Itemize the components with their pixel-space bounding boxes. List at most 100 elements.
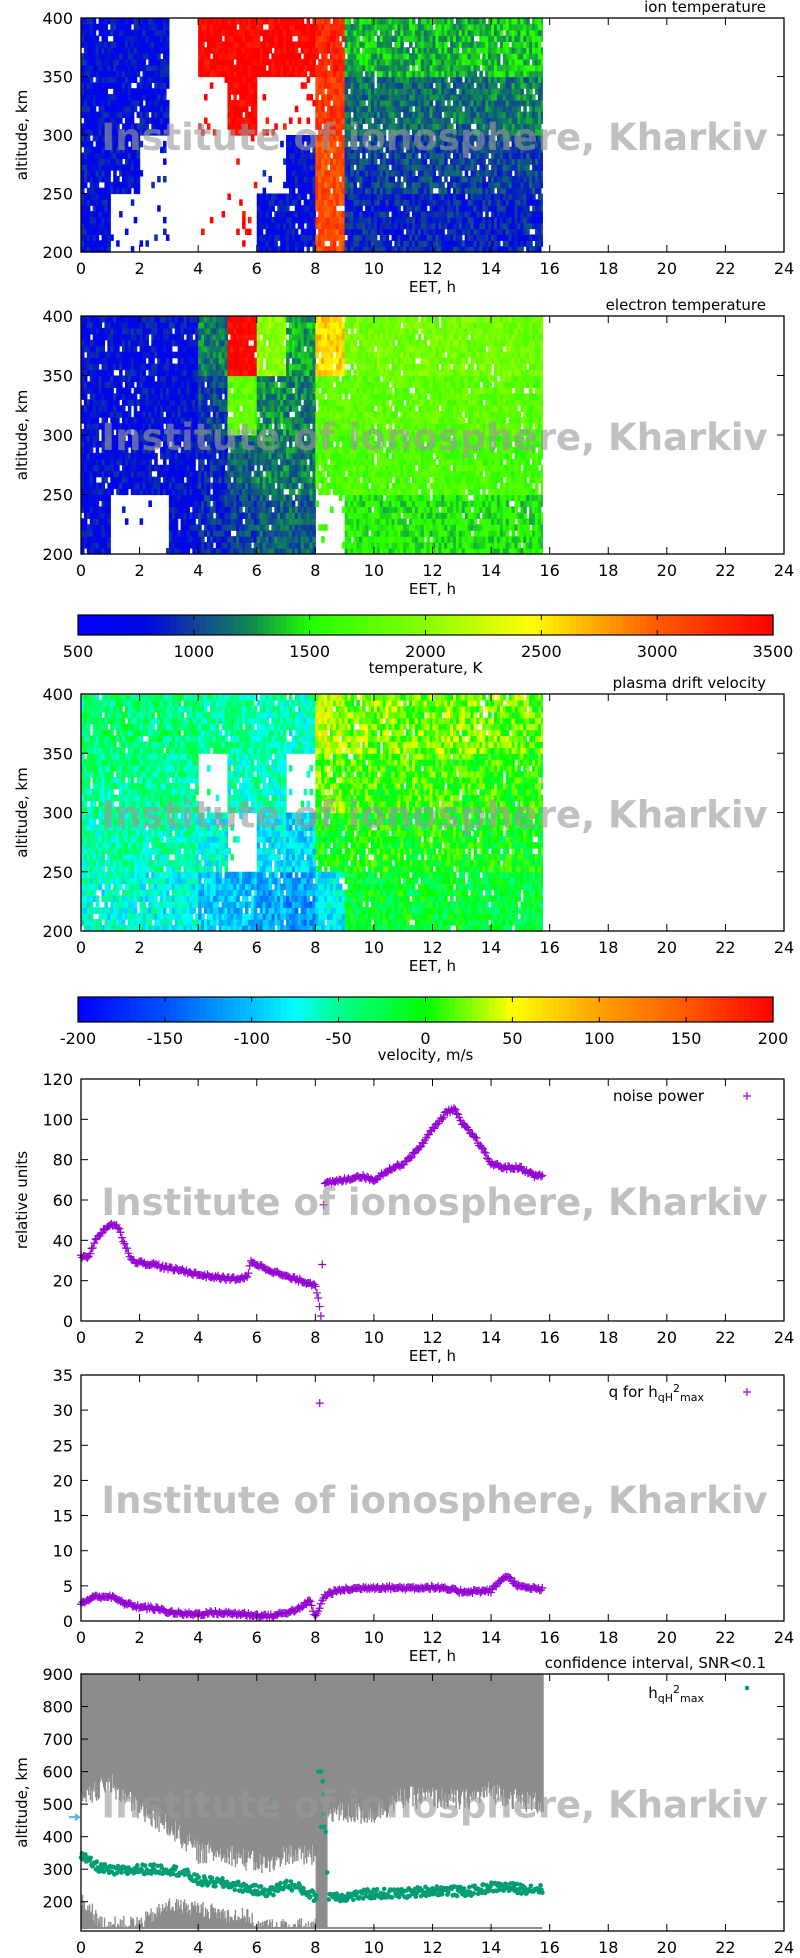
heatmap-cell (239, 35, 243, 42)
heatmap-cell (385, 117, 390, 124)
heatmap-cell (359, 164, 363, 171)
heatmap-cell (324, 152, 328, 159)
heatmap-cell (397, 228, 401, 236)
heatmap-cell (365, 135, 369, 142)
heatmap-cell (303, 205, 308, 212)
heatmap-cell (350, 23, 355, 31)
heatmap-cell (160, 129, 164, 136)
heatmap-cell (271, 35, 275, 42)
heatmap-cell (376, 82, 381, 89)
heatmap-cell (92, 105, 97, 113)
heatmap-cell (239, 23, 243, 31)
heatmap-cell (382, 99, 387, 107)
heatmap-cell (81, 18, 85, 25)
heatmap-cell (92, 193, 97, 200)
heatmap-cell (356, 158, 360, 165)
heatmap-cell (365, 47, 369, 54)
heatmap-cell (312, 193, 316, 200)
heatmap-cell (107, 117, 111, 124)
heatmap-cell (110, 146, 114, 154)
heatmap-cell (365, 18, 369, 25)
heatmap-cell (388, 111, 393, 119)
heatmap-cell (406, 240, 410, 247)
heatmap-cell (236, 58, 240, 66)
heatmap-cell (139, 140, 144, 148)
heatmap-cell (288, 240, 293, 247)
heatmap-cell (259, 193, 264, 200)
heatmap-cell (324, 70, 328, 78)
heatmap-cell (397, 211, 401, 218)
heatmap-cell (95, 35, 100, 42)
heatmap-cell (297, 152, 302, 159)
heatmap-cell (130, 181, 135, 189)
heatmap-cell (365, 35, 369, 42)
heatmap-cell (347, 94, 352, 101)
heatmap-cell (136, 29, 141, 37)
heatmap-cell (124, 164, 129, 171)
heatmap-cell (365, 53, 369, 60)
heatmap-cell (303, 211, 308, 218)
heatmap-cell (453, 88, 457, 95)
heatmap-cell (98, 152, 103, 159)
heatmap-cell (368, 105, 372, 113)
heatmap-cell (365, 181, 369, 189)
heatmap-cell (406, 146, 410, 154)
heatmap-cell (201, 70, 205, 78)
heatmap-cell (312, 64, 316, 72)
heatmap-cell (388, 222, 393, 230)
heatmap-cell (315, 240, 319, 247)
heatmap-cell (318, 170, 322, 177)
heatmap-cell (89, 64, 94, 72)
heatmap-cell (417, 170, 422, 177)
heatmap-cell (268, 193, 272, 200)
heatmap-cell (283, 193, 287, 200)
heatmap-cell (104, 199, 108, 206)
heatmap-cell (379, 211, 384, 218)
heatmap-cell (245, 41, 249, 48)
heatmap-cell (86, 164, 91, 171)
heatmap-cell (458, 170, 463, 177)
heatmap-cell (212, 129, 217, 136)
heatmap-cell (335, 70, 340, 78)
heatmap-cell (101, 234, 106, 241)
heatmap-cell (318, 117, 322, 124)
heatmap-cell (265, 70, 270, 78)
heatmap-cell (86, 47, 91, 54)
heatmap-cell (426, 211, 431, 218)
heatmap-cell (148, 94, 152, 101)
heatmap-cell (368, 216, 372, 224)
heatmap-cell (300, 18, 305, 25)
heatmap-cell (318, 47, 322, 54)
heatmap-cell (344, 205, 349, 212)
heatmap-cell (329, 82, 334, 89)
heatmap-cell (406, 140, 410, 148)
heatmap-cell (104, 94, 108, 101)
heatmap-cell (406, 205, 410, 212)
heatmap-cell (294, 240, 299, 247)
heatmap-cell (411, 158, 416, 165)
heatmap-cell (344, 123, 349, 130)
heatmap-cell (344, 240, 349, 247)
heatmap-cell (277, 53, 281, 60)
heatmap-cell (312, 29, 316, 37)
heatmap-cell (297, 35, 302, 42)
heatmap-cell (444, 158, 448, 165)
heatmap-cell (142, 123, 147, 130)
heatmap-cell (83, 199, 88, 206)
heatmap-cell (86, 35, 91, 42)
heatmap-cell (344, 88, 349, 95)
heatmap-cell (388, 76, 393, 83)
heatmap-cell (104, 170, 108, 177)
heatmap-cell (245, 76, 249, 83)
heatmap-cell (110, 94, 114, 101)
heatmap-cell (101, 58, 106, 66)
heatmap-cell (280, 205, 284, 212)
heatmap-cell (391, 94, 396, 101)
heatmap-cell (332, 105, 337, 113)
heatmap-cell (221, 53, 226, 60)
heatmap-cell (104, 82, 108, 89)
heatmap-cell (277, 199, 281, 206)
heatmap-cell (236, 99, 240, 107)
heatmap-cell (116, 82, 120, 89)
heatmap-cell (341, 117, 346, 124)
